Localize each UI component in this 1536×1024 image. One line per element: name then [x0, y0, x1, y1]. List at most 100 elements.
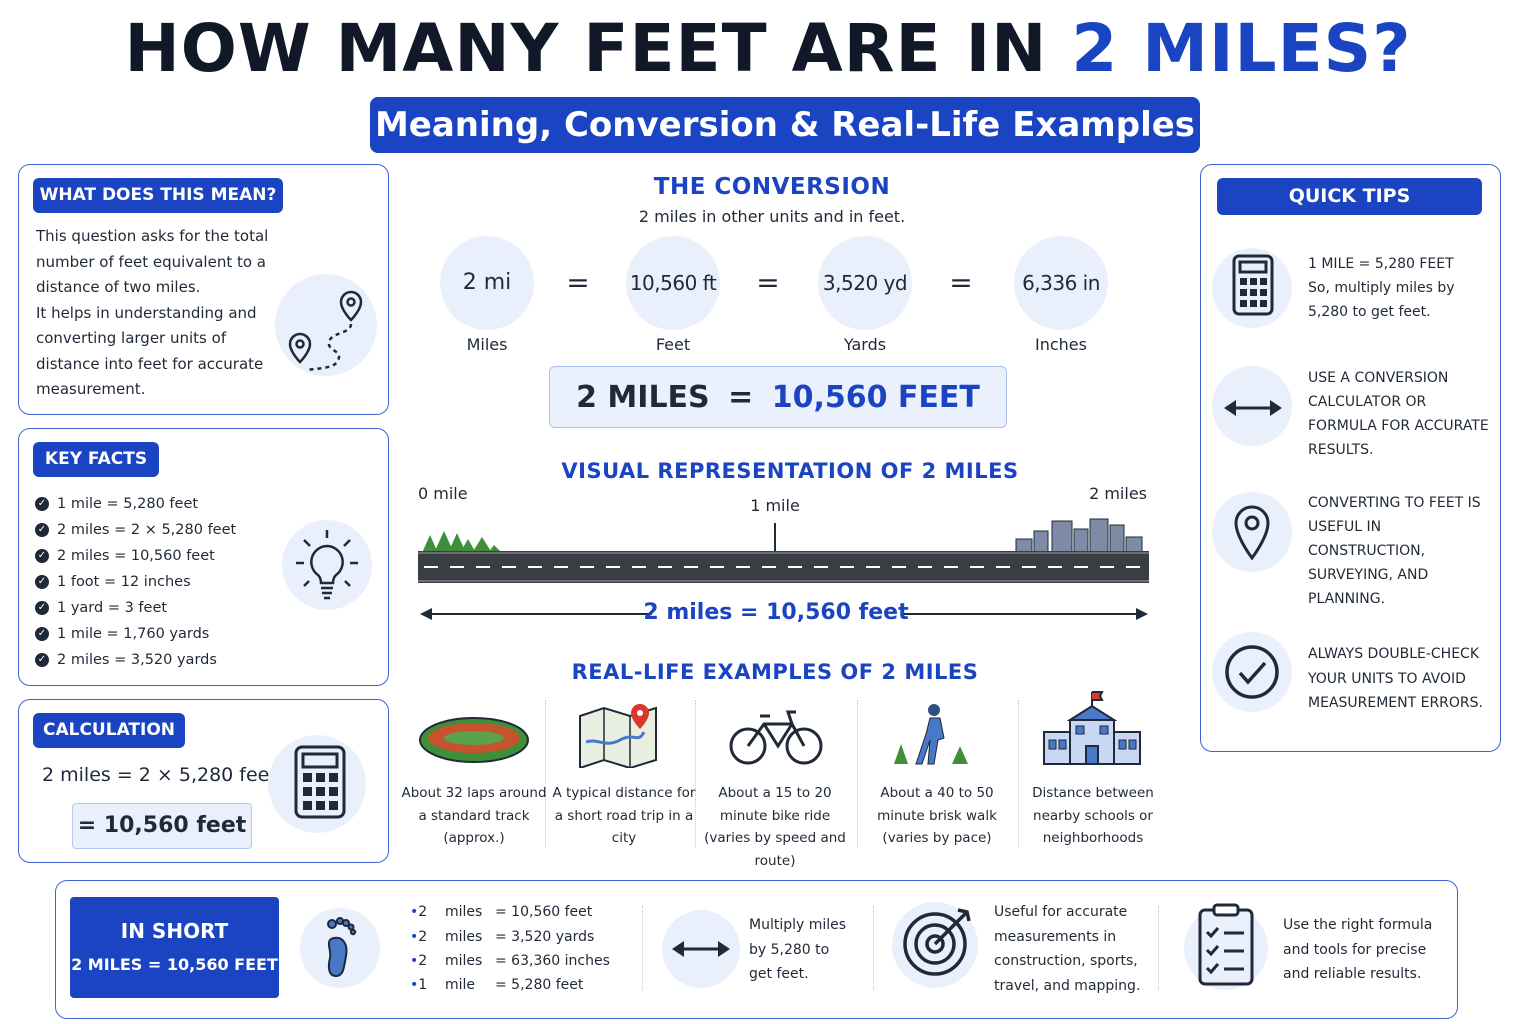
target-icon	[903, 908, 971, 976]
unit-label: Feet	[655, 335, 691, 354]
check-icon	[1225, 645, 1279, 699]
title-main: HOW MANY FEET ARE IN	[124, 10, 1048, 87]
unit-label: Inches	[1035, 335, 1087, 354]
example-text: About 32 laps around a standard track (a…	[401, 785, 547, 846]
qty: 2	[418, 953, 428, 969]
summary-row: •1 mile = 5,280 feet	[410, 973, 583, 997]
foot-icon	[327, 917, 357, 978]
example-text: About a 40 to 50 minute brisk walk (vari…	[877, 785, 997, 846]
calc-formula: 2 miles = 2 × 5,280 feet	[42, 764, 277, 786]
tip-text: ALWAYS DOUBLE-CHECK YOUR UNITS TO AVOID …	[1308, 646, 1483, 711]
calculator-icon	[294, 745, 346, 819]
summary-row: •2 miles = 10,560 feet	[410, 900, 592, 924]
tip-title: 1 MILE = 5,280 FEET	[1308, 256, 1454, 272]
school-icon	[1043, 691, 1141, 765]
divider	[873, 906, 874, 990]
divider	[1158, 906, 1159, 990]
divider	[695, 700, 696, 848]
unit: miles	[445, 904, 483, 920]
summary-note: Useful for accurate measurements in cons…	[994, 904, 1141, 994]
tip: ALWAYS DOUBLE-CHECK YOUR UNITS TO AVOID …	[1308, 642, 1498, 716]
road-start: 0 mile	[418, 484, 468, 503]
facts-list: 1 mile = 5,280 feet 2 miles = 2 × 5,280 …	[35, 491, 275, 673]
map-icon	[579, 704, 657, 768]
summary-note: Multiply miles by 5,280 to get feet.	[749, 917, 847, 982]
fact: 1 foot = 12 inches	[35, 569, 275, 595]
arrow-icon	[672, 941, 730, 957]
example-text: Distance between nearby schools or neigh…	[1032, 785, 1154, 846]
distance-measure: 2 miles = 10,560 feet	[643, 600, 909, 625]
equals-sign: =	[756, 266, 780, 299]
summary-row: •2 miles = 63,360 inches	[410, 949, 610, 973]
calc-result: = 10,560 feet	[72, 803, 252, 849]
unit-value: 3,520 yd	[818, 236, 912, 330]
element: •	[410, 953, 419, 969]
visual-heading: VISUAL REPRESENTATION OF 2 MILES	[561, 459, 1019, 483]
equals-sign: =	[949, 266, 973, 299]
paragraph: It helps in understanding and converting…	[36, 303, 264, 399]
summary-note: Use the right formula and tools for prec…	[1283, 917, 1433, 982]
result-right: 10,560 FEET	[771, 380, 980, 415]
route-icon	[288, 290, 363, 372]
calc-heading: CALCULATION	[33, 713, 185, 748]
meaning-heading: WHAT DOES THIS MEAN?	[33, 178, 283, 213]
conversion-heading: THE CONVERSION	[653, 174, 891, 200]
unit-value: 2 mi	[440, 236, 534, 330]
fact: 2 miles = 3,520 yards	[35, 647, 275, 673]
in-short-heading: IN SHORT	[120, 919, 229, 943]
unit: miles	[445, 953, 483, 969]
qty: 2	[418, 929, 428, 945]
divider	[1018, 700, 1019, 848]
title: HOW MANY FEET ARE IN 2 MILES?	[0, 10, 1536, 87]
bike-icon	[729, 710, 823, 765]
tip-text: USE A CONVERSION CALCULATOR OR FORMULA F…	[1308, 370, 1489, 458]
qty: 2	[418, 904, 428, 920]
divider	[545, 700, 546, 848]
element: •	[410, 977, 419, 993]
road-middle: 1 mile	[750, 496, 800, 515]
meaning-text: This question asks for the total number …	[36, 224, 276, 403]
equals-sign: =	[566, 266, 590, 299]
calculator-icon	[1232, 254, 1274, 316]
bulb-icon	[296, 530, 358, 600]
result-left: 2 MILES	[576, 380, 710, 415]
result: = 3,520 yards	[495, 929, 595, 945]
tip: CONVERTING TO FEET IS USEFUL IN CONSTRUC…	[1308, 491, 1493, 611]
result: = 5,280 feet	[495, 977, 584, 993]
subtitle: Meaning, Conversion & Real-Life Examples	[370, 97, 1200, 153]
unit: mile	[445, 977, 476, 993]
fact: 1 yard = 3 feet	[35, 595, 275, 621]
result-equals: =	[728, 380, 754, 415]
tips-heading: QUICK TIPS	[1217, 178, 1482, 215]
in-short-box: IN SHORT 2 MILES = 10,560 FEET	[70, 897, 279, 998]
road-illustration	[418, 518, 1149, 620]
qty: 1	[418, 977, 428, 993]
fact: 1 mile = 5,280 feet	[35, 491, 275, 517]
summary-row: •2 miles = 3,520 yards	[410, 925, 594, 949]
road-end: 2 miles	[1089, 484, 1147, 503]
examples-heading: REAL-LIFE EXAMPLES OF 2 MILES	[571, 660, 979, 684]
icon-circle	[275, 274, 377, 376]
title-highlight: 2 MILES?	[1071, 10, 1412, 87]
unit-value: 6,336 in	[1014, 236, 1108, 330]
example-text: About a 15 to 20 minute bike ride (varie…	[704, 785, 846, 869]
tip-text: CONVERTING TO FEET IS USEFUL IN CONSTRUC…	[1308, 495, 1481, 607]
fact: 1 mile = 1,760 yards	[35, 621, 275, 647]
unit: miles	[445, 929, 483, 945]
result-box: 2 MILES = 10,560 FEET	[549, 366, 1007, 428]
facts-heading: KEY FACTS	[33, 442, 159, 477]
result: = 10,560 feet	[495, 904, 593, 920]
walker-icon	[894, 704, 968, 765]
pin-icon	[1234, 505, 1270, 561]
fact: 2 miles = 10,560 feet	[35, 543, 275, 569]
unit-value: 10,560 ft	[626, 236, 720, 330]
arrow-icon	[1224, 400, 1282, 416]
divider	[857, 700, 858, 848]
unit-label: Yards	[843, 335, 887, 354]
divider	[642, 906, 643, 990]
paragraph: This question asks for the total number …	[36, 227, 269, 296]
tip: USE A CONVERSION CALCULATOR OR FORMULA F…	[1308, 366, 1493, 462]
checklist-icon	[1198, 903, 1254, 986]
